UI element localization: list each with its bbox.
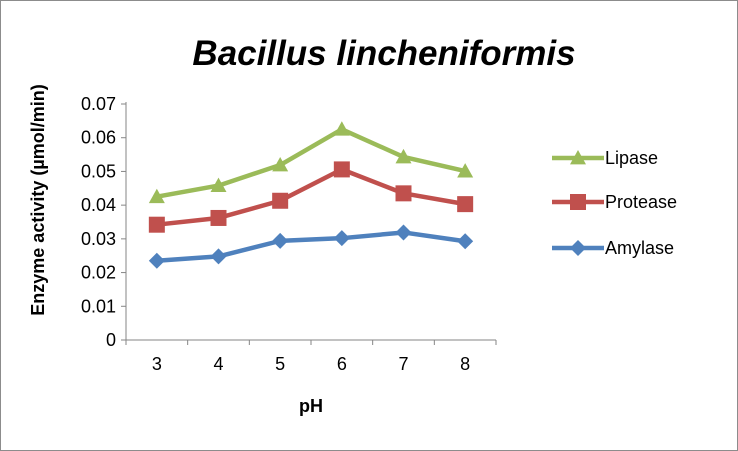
legend-marker-protease <box>570 194 586 210</box>
legend-item-amylase: Amylase <box>552 238 674 258</box>
protease-line <box>156 167 466 227</box>
plot-area <box>148 121 474 269</box>
y-axis-label-group: Enzyme activity (µmol/min) <box>28 84 48 315</box>
legend: Lipase Protease Amylase <box>552 148 677 258</box>
y-tick-label: 0.04 <box>81 195 116 215</box>
protease-point <box>457 196 474 213</box>
amylase-series <box>148 224 474 269</box>
legend-item-protease: Protease <box>552 192 677 212</box>
y-tick-label: 0.05 <box>81 161 116 181</box>
legend-label-lipase: Lipase <box>605 148 658 168</box>
amylase-point <box>395 224 412 241</box>
protease-series <box>148 161 474 233</box>
legend-label-amylase: Amylase <box>605 238 674 258</box>
y-axis-label: Enzyme activity (µmol/min) <box>28 84 48 315</box>
amylase-line <box>156 230 466 264</box>
x-tick-label: 3 <box>152 354 162 374</box>
lipase-point <box>148 188 165 204</box>
lipase-point <box>272 157 289 172</box>
lipase-point <box>395 148 412 164</box>
lipase-line <box>156 127 466 199</box>
y-tick-label: 0.02 <box>81 263 116 283</box>
chart-title: Bacillus lincheniformis <box>192 34 575 73</box>
y-tick-label: 0 <box>106 330 116 350</box>
amylase-point <box>210 248 227 265</box>
amylase-point <box>457 233 474 250</box>
x-tick-label: 4 <box>213 354 223 374</box>
legend-item-lipase: Lipase <box>552 148 658 168</box>
x-tick-label: 5 <box>275 354 285 374</box>
y-tick-label: 0.07 <box>81 94 116 114</box>
lipase-point <box>210 177 227 192</box>
x-axis-label: pH <box>299 396 323 416</box>
x-tick-label: 7 <box>398 354 408 374</box>
amylase-point <box>333 230 350 247</box>
lipase-point <box>333 121 350 136</box>
legend-marker-amylase <box>570 240 586 256</box>
protease-point <box>395 185 412 202</box>
y-tick-label: 0.03 <box>81 229 116 249</box>
amylase-point <box>148 252 165 269</box>
lipase-series <box>148 121 474 204</box>
y-tick-label: 0.06 <box>81 128 116 148</box>
legend-marker-lipase <box>570 150 586 165</box>
protease-point <box>148 216 165 233</box>
axes: 0 0.01 0.02 0.03 0.04 0.05 0.06 0.07 3 4 5 6 7 8 <box>81 94 497 374</box>
y-tick-label: 0.01 <box>81 296 116 316</box>
protease-point <box>272 192 289 209</box>
lipase-point <box>457 163 474 178</box>
x-tick-label: 8 <box>460 354 470 374</box>
legend-label-protease: Protease <box>605 192 677 212</box>
amylase-point <box>272 232 289 249</box>
protease-point <box>210 209 227 226</box>
protease-point <box>333 161 350 178</box>
x-tick-label: 6 <box>337 354 347 374</box>
